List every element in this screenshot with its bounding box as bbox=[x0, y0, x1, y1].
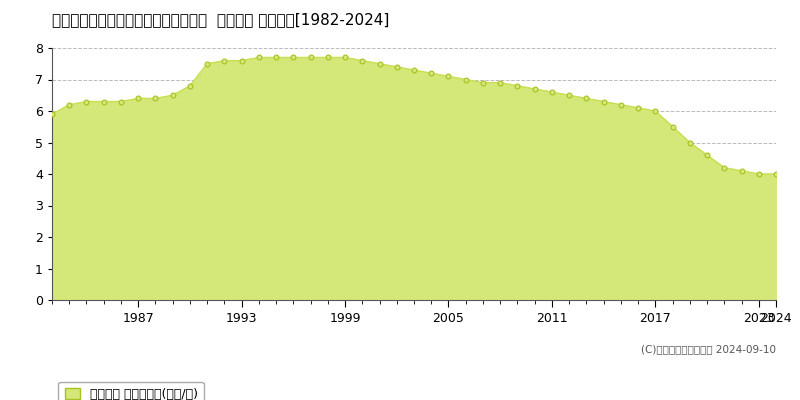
Legend: 地価公示 平均坪単価(万円/坪): 地価公示 平均坪単価(万円/坪) bbox=[58, 382, 204, 400]
Text: 兵庫県相生市野瀬字家尻１３８番１外  地価公示 地価推移[1982-2024]: 兵庫県相生市野瀬字家尻１３８番１外 地価公示 地価推移[1982-2024] bbox=[52, 12, 390, 27]
Text: (C)土地価格ドットコム 2024-09-10: (C)土地価格ドットコム 2024-09-10 bbox=[641, 344, 776, 354]
